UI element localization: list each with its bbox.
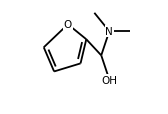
Text: OH: OH [101, 75, 117, 85]
Text: O: O [64, 20, 72, 30]
Text: N: N [106, 27, 113, 37]
